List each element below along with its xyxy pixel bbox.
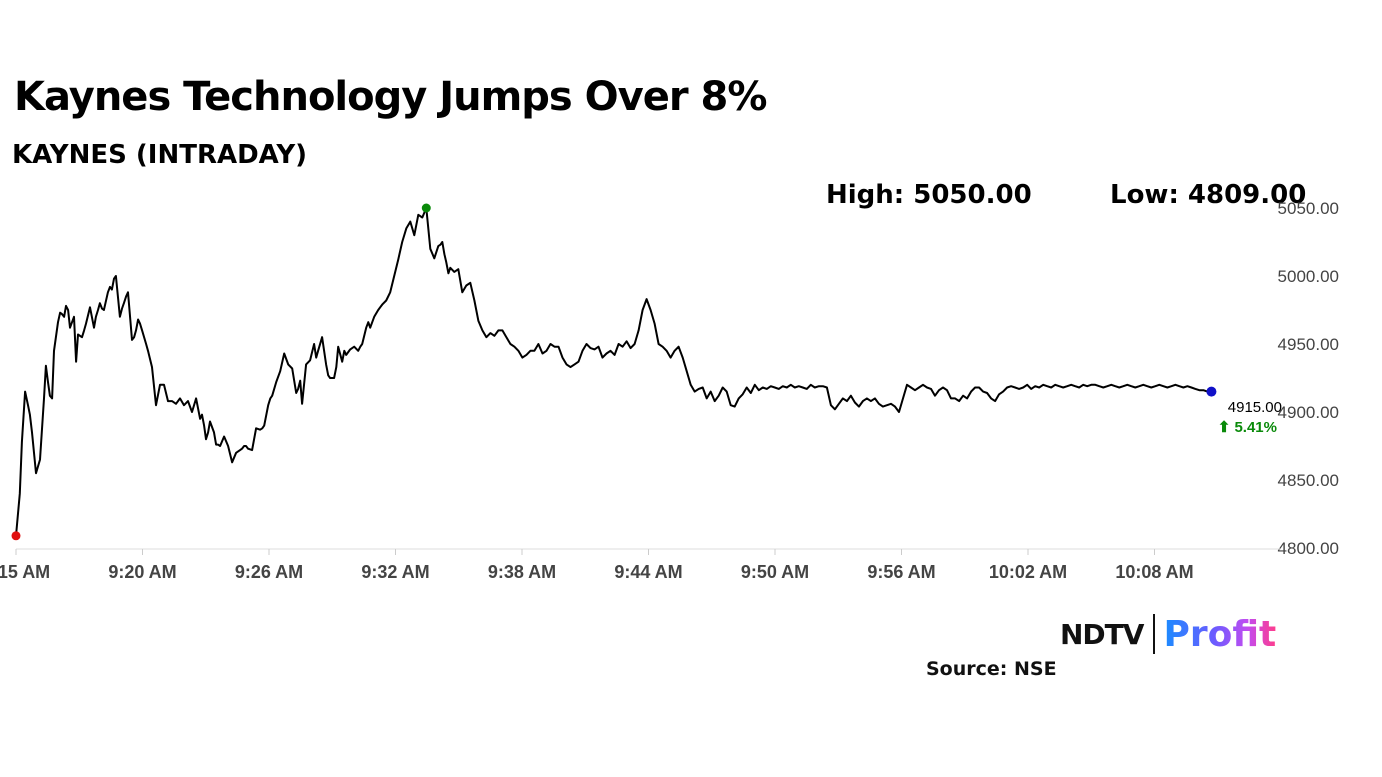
y-tick-label: 5000.00 — [1278, 267, 1339, 286]
x-tick-label: 9:38 AM — [488, 562, 556, 582]
x-axis: 9:15 AM 9:20 AM 9:26 AM 9:32 AM 9:38 AM 9:44 … — [0, 548, 1281, 582]
x-tick-label: 9:32 AM — [361, 562, 429, 582]
x-tick-label: 9:50 AM — [741, 562, 809, 582]
chart-subtitle: KAYNES (INTRADAY) — [12, 140, 308, 170]
chart-title: Kaynes Technology Jumps Over 8% — [14, 74, 767, 120]
low-label: Low: 4809.00 — [1110, 180, 1307, 210]
logo-profit-text: Profit — [1163, 613, 1277, 655]
x-tick-label: 9:26 AM — [235, 562, 303, 582]
price-line — [15, 207, 1212, 536]
logo-ndtv-text: NDTV — [1060, 617, 1144, 651]
last-price-label: 4915.00 — [1228, 399, 1282, 416]
logo-divider — [1153, 614, 1156, 654]
x-tick-label: 10:08 AM — [1115, 562, 1193, 582]
ndtv-profit-logo: NDTV Profit — [1060, 612, 1276, 656]
y-tick-label: 5050.00 — [1278, 199, 1339, 218]
x-tick-label: 9:44 AM — [614, 562, 682, 582]
y-tick-label: 4850.00 — [1278, 471, 1339, 490]
last-marker — [1206, 386, 1217, 397]
y-tick-label: 4950.00 — [1278, 335, 1339, 354]
change-label: ⬆ 5.41% — [1218, 419, 1277, 436]
low-marker — [11, 531, 21, 541]
x-tick-label: 9:56 AM — [867, 562, 935, 582]
high-label: High: 5050.00 — [826, 180, 1032, 210]
y-tick-label: 4800.00 — [1278, 539, 1339, 558]
y-axis: 5050.00 5000.00 4950.00 4900.00 4850.00 4800.… — [1278, 199, 1339, 558]
markers — [11, 203, 1217, 541]
x-tick-label: 9:20 AM — [108, 562, 176, 582]
x-tick-label: 10:02 AM — [989, 562, 1067, 582]
y-tick-label: 4900.00 — [1278, 403, 1339, 422]
high-marker — [421, 203, 431, 213]
x-tick-label: 9:15 AM — [0, 562, 50, 582]
source-note: Source: NSE — [926, 658, 1057, 680]
